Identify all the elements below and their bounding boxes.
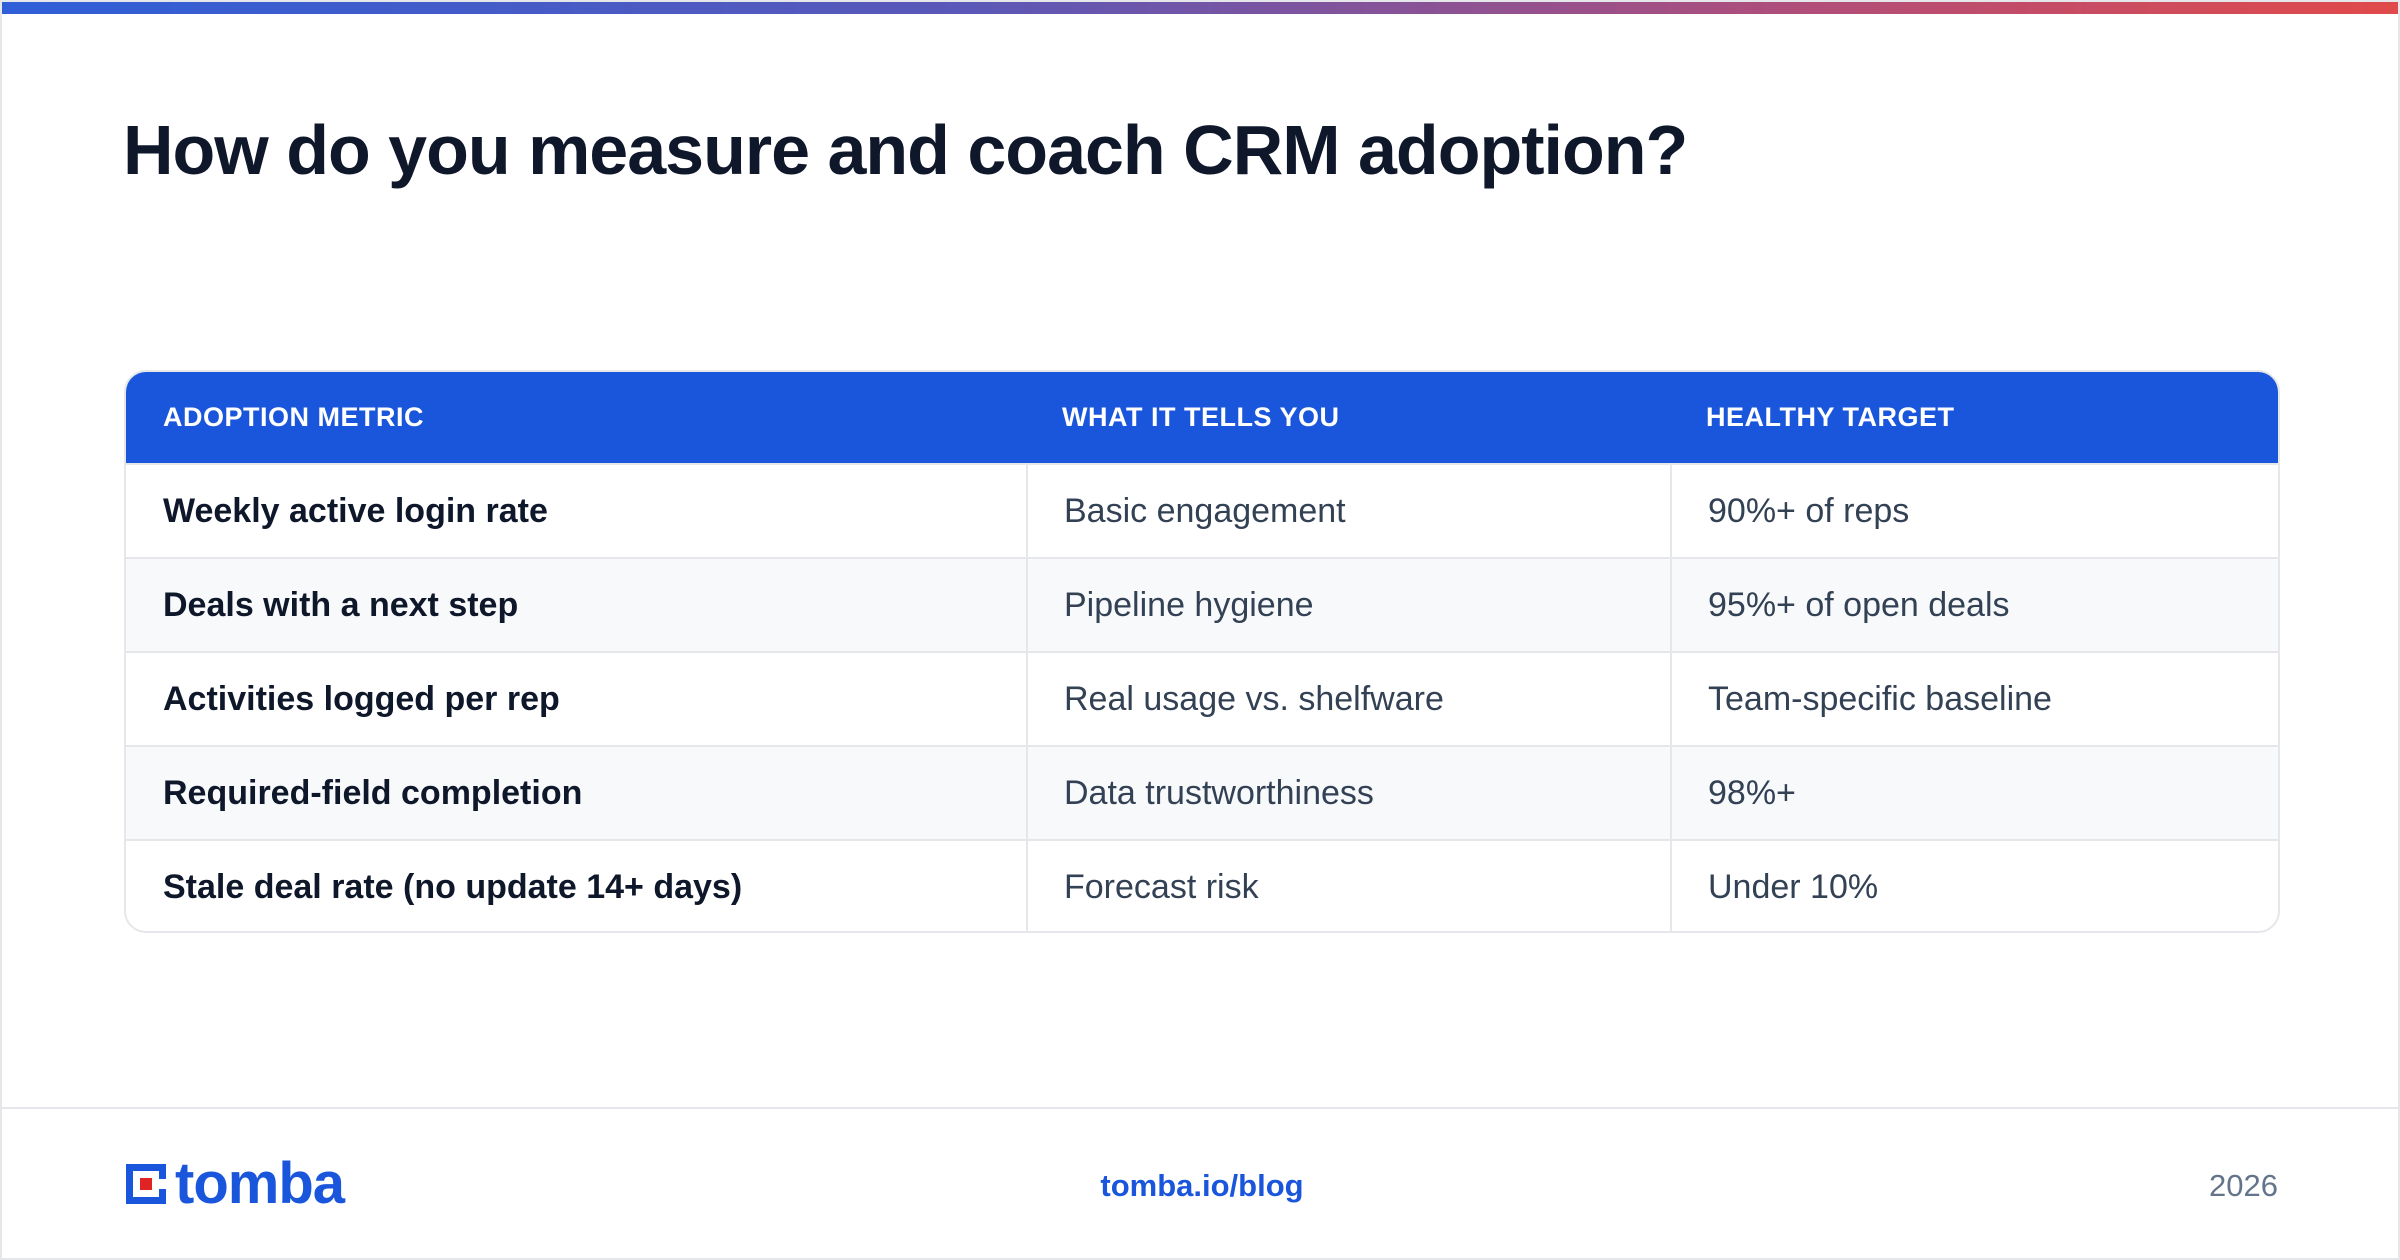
table-row: Deals with a next step Pipeline hygiene …	[126, 557, 2278, 651]
meaning-cell: Forecast risk	[1026, 841, 1670, 931]
target-cell: 95%+ of open deals	[1670, 559, 2278, 651]
target-cell: 90%+ of reps	[1670, 465, 2278, 557]
target-cell: Team-specific baseline	[1670, 653, 2278, 745]
meaning-cell: Pipeline hygiene	[1026, 559, 1670, 651]
header-adoption-metric: ADOPTION METRIC	[163, 402, 424, 432]
metric-cell: Weekly active login rate	[163, 491, 548, 530]
target-cell: Under 10%	[1670, 841, 2278, 931]
table-row: Weekly active login rate Basic engagemen…	[126, 463, 2278, 557]
gradient-top-bar	[2, 2, 2398, 14]
header-healthy-target: HEALTHY TARGET	[1706, 402, 1955, 432]
metric-cell: Stale deal rate (no update 14+ days)	[163, 867, 743, 906]
meaning-cell: Basic engagement	[1026, 465, 1670, 557]
adoption-metrics-table: ADOPTION METRIC WHAT IT TELLS YOU HEALTH…	[124, 370, 2280, 933]
logo-wordmark: tomba	[175, 1151, 345, 1216]
table-row: Stale deal rate (no update 14+ days) For…	[126, 839, 2278, 931]
footer-year: 2026	[2209, 1168, 2278, 1203]
footer-divider	[2, 1107, 2398, 1109]
blog-link[interactable]: tomba.io/blog	[1100, 1168, 1304, 1203]
table-row: Activities logged per rep Real usage vs.…	[126, 651, 2278, 745]
tomba-logo-icon	[126, 1164, 166, 1204]
table-header-row: ADOPTION METRIC WHAT IT TELLS YOU HEALTH…	[126, 372, 2278, 463]
meaning-cell: Real usage vs. shelfware	[1026, 653, 1670, 745]
tomba-logo: tomba	[123, 1151, 345, 1216]
table-row: Required-field completion Data trustwort…	[126, 745, 2278, 839]
metric-cell: Activities logged per rep	[163, 679, 560, 718]
meaning-cell: Data trustworthiness	[1026, 747, 1670, 839]
header-what-it-tells-you: WHAT IT TELLS YOU	[1062, 402, 1340, 432]
target-cell: 98%+	[1670, 747, 2278, 839]
metric-cell: Required-field completion	[163, 773, 583, 812]
metric-cell: Deals with a next step	[163, 585, 519, 624]
page-title: How do you measure and coach CRM adoptio…	[123, 111, 1688, 189]
